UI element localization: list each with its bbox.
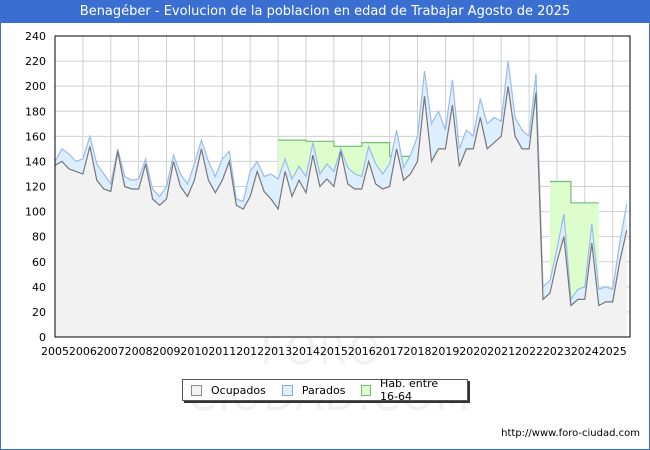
- legend-label: Ocupados: [211, 383, 266, 397]
- legend-item-ocupados: Ocupados: [191, 384, 266, 397]
- x-tick-label: 2017: [376, 345, 404, 358]
- x-tick-label: 2024: [571, 345, 599, 358]
- x-tick-label: 2012: [236, 345, 264, 358]
- x-tick-label: 2015: [320, 345, 348, 358]
- y-tick-label: 100: [25, 206, 46, 219]
- x-tick-label: 2016: [348, 345, 376, 358]
- y-tick-label: 120: [25, 181, 46, 194]
- legend: Ocupados Parados Hab. entre 16-64: [182, 377, 468, 403]
- x-tick-label: 2019: [431, 345, 459, 358]
- x-tick-label: 2007: [97, 345, 125, 358]
- legend-label: Hab. entre 16-64: [380, 377, 439, 403]
- y-tick-label: 60: [32, 256, 46, 269]
- x-tick-label: 2009: [153, 345, 181, 358]
- x-tick-label: 2005: [41, 345, 69, 358]
- x-tick-label: 2010: [180, 345, 208, 358]
- legend-label: Parados: [301, 383, 346, 397]
- y-tick-label: 160: [25, 130, 46, 143]
- legend-swatch-parados-icon: [281, 384, 293, 396]
- x-tick-label: 2020: [459, 345, 487, 358]
- y-tick-label: 80: [32, 231, 46, 244]
- y-tick-label: 40: [32, 281, 46, 294]
- y-tick-label: 140: [25, 155, 46, 168]
- x-tick-label: 2018: [404, 345, 432, 358]
- x-tick-label: 2008: [125, 345, 153, 358]
- legend-item-parados: Parados: [281, 383, 346, 397]
- x-tick-label: 2014: [292, 345, 320, 358]
- x-tick-label: 2025: [599, 345, 627, 358]
- y-tick-label: 20: [32, 306, 46, 319]
- chart-title: Benagéber - Evolucion de la poblacion en…: [0, 0, 650, 23]
- legend-item-hab: Hab. entre 16-64: [361, 377, 459, 403]
- x-tick-label: 2022: [515, 345, 543, 358]
- legend-swatch-hab-icon: [361, 384, 372, 396]
- y-tick-label: 220: [25, 55, 46, 68]
- y-tick-label: 180: [25, 105, 46, 118]
- x-tick-label: 2023: [543, 345, 571, 358]
- x-tick-label: 2011: [208, 345, 236, 358]
- x-tick-label: 2013: [264, 345, 292, 358]
- y-tick-label: 200: [25, 80, 46, 93]
- x-tick-label: 2021: [487, 345, 515, 358]
- x-tick-label: 2006: [69, 345, 97, 358]
- y-tick-label: 240: [25, 30, 46, 43]
- legend-swatch-ocupados-icon: [191, 384, 202, 396]
- y-tick-label: 0: [39, 331, 46, 344]
- source-url[interactable]: http://www.foro-ciudad.com: [501, 428, 640, 439]
